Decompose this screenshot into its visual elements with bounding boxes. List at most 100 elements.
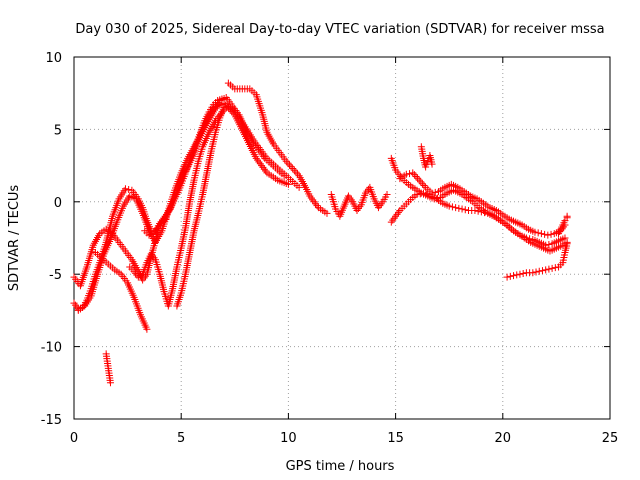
data-point xyxy=(458,205,466,213)
data-point xyxy=(262,167,270,175)
data-point xyxy=(284,159,292,167)
data-point xyxy=(294,170,302,178)
data-point xyxy=(563,212,571,220)
data-point xyxy=(532,268,540,276)
series-arc-4 xyxy=(91,248,151,333)
series-arc-6 xyxy=(126,102,303,310)
data-point xyxy=(542,266,550,274)
x-tick-label: 0 xyxy=(70,431,78,446)
data-point xyxy=(409,169,417,177)
data-point xyxy=(295,183,303,191)
x-tick-label: 20 xyxy=(495,431,512,446)
y-tick-label: -10 xyxy=(41,341,62,356)
data-point xyxy=(535,267,543,275)
data-point xyxy=(410,171,418,179)
data-point xyxy=(289,164,297,172)
y-tick-label: 5 xyxy=(54,123,62,138)
data-point xyxy=(292,168,300,176)
data-point xyxy=(259,163,267,171)
data-point xyxy=(461,206,469,214)
data-point xyxy=(481,209,489,217)
data-point xyxy=(428,189,436,197)
data-point xyxy=(431,188,439,196)
data-point xyxy=(455,204,463,212)
data-point xyxy=(106,379,114,387)
data-point xyxy=(414,174,422,182)
data-point xyxy=(506,272,514,280)
data-point xyxy=(282,157,290,165)
y-tick-label: 10 xyxy=(45,51,62,66)
data-point xyxy=(563,240,571,248)
data-point xyxy=(420,182,428,190)
data-point xyxy=(412,172,420,180)
axis-ticks xyxy=(73,56,611,420)
data-point xyxy=(531,228,539,236)
plot-frame xyxy=(73,56,611,420)
data-point xyxy=(522,234,530,242)
data-point xyxy=(544,231,552,239)
data-point xyxy=(545,241,553,249)
data-point xyxy=(255,158,263,166)
series-arc-15 xyxy=(503,240,571,281)
data-point xyxy=(252,154,260,162)
data-point xyxy=(383,191,391,199)
data-point xyxy=(510,272,518,280)
data-point xyxy=(260,165,268,173)
data-point xyxy=(445,202,453,210)
series-arc-16 xyxy=(555,212,571,238)
data-point xyxy=(551,264,559,272)
x-tick-label: 10 xyxy=(280,431,297,446)
data-markers xyxy=(70,79,571,387)
data-point xyxy=(526,235,534,243)
data-point xyxy=(541,230,549,238)
data-point xyxy=(121,185,129,193)
data-point xyxy=(218,95,226,103)
data-point xyxy=(428,160,436,168)
series-arc-9 xyxy=(224,79,331,217)
data-point xyxy=(143,325,151,333)
y-tick-label: -5 xyxy=(49,268,62,283)
x-tick-label: 15 xyxy=(387,431,404,446)
data-point xyxy=(254,156,262,164)
tick-labels: 0 5 10 15 20 25 -15 -10 -5 0 5 10 xyxy=(41,51,619,446)
data-point xyxy=(448,203,456,211)
grid xyxy=(74,57,610,419)
series-arc-7 xyxy=(141,95,226,239)
data-point xyxy=(548,264,556,272)
data-point xyxy=(287,163,295,171)
y-axis-label: SDTVAR / TECUs xyxy=(7,185,22,292)
data-point xyxy=(452,204,460,212)
data-point xyxy=(416,190,424,198)
data-point xyxy=(419,189,427,197)
data-point xyxy=(561,234,569,242)
series-arc-14 xyxy=(417,143,436,171)
data-point xyxy=(284,180,292,188)
data-point xyxy=(545,265,553,273)
data-point xyxy=(513,271,521,279)
data-point xyxy=(125,185,133,193)
data-point xyxy=(503,273,511,281)
data-point xyxy=(516,270,524,278)
y-tick-label: 0 xyxy=(54,196,62,211)
data-point xyxy=(424,157,432,165)
data-point xyxy=(418,180,426,188)
data-point xyxy=(285,161,293,169)
data-point xyxy=(413,191,421,199)
data-point xyxy=(406,170,414,178)
data-point xyxy=(529,269,537,277)
data-point xyxy=(537,230,545,238)
data-point xyxy=(477,208,485,216)
data-point xyxy=(258,162,266,170)
series-arc-10 xyxy=(327,183,391,220)
data-point xyxy=(417,178,425,186)
data-point xyxy=(534,229,542,237)
data-point xyxy=(323,209,331,217)
x-axis-label: GPS time / hours xyxy=(286,459,395,474)
data-point xyxy=(220,104,228,112)
data-point xyxy=(547,230,555,238)
series-arc-12 xyxy=(387,189,569,249)
data-point xyxy=(542,241,550,249)
series-arc-13 xyxy=(396,169,569,239)
data-point xyxy=(422,163,430,171)
data-point xyxy=(538,267,546,275)
